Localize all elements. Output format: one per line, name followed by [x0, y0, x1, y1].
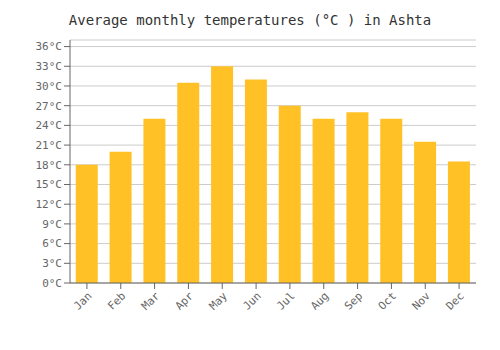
svg-text:Dec: Dec [443, 289, 466, 312]
svg-text:Apr: Apr [173, 289, 197, 313]
svg-text:18°C: 18°C [36, 159, 63, 172]
svg-text:21°C: 21°C [36, 139, 63, 152]
svg-text:30°C: 30°C [36, 80, 63, 93]
svg-text:15°C: 15°C [36, 178, 63, 191]
svg-text:36°C: 36°C [36, 40, 63, 53]
svg-text:0°C: 0°C [42, 277, 62, 290]
svg-text:Sep: Sep [342, 289, 365, 312]
svg-text:Jun: Jun [240, 289, 263, 312]
svg-text:Feb: Feb [105, 289, 128, 312]
svg-text:27°C: 27°C [36, 100, 63, 113]
svg-text:Nov: Nov [410, 289, 434, 313]
svg-text:12°C: 12°C [36, 198, 63, 211]
svg-text:33°C: 33°C [36, 60, 63, 73]
html-text:Average monthly temperatures (: Average monthly temperatures (°C ) in As… [68, 12, 432, 28]
svg-text:6°C: 6°C [42, 237, 62, 250]
svg-text:9°C: 9°C [42, 218, 62, 231]
svg-text:3°C: 3°C [42, 257, 62, 270]
svg-text:Jul: Jul [274, 289, 297, 312]
svg-text:24°C: 24°C [36, 119, 63, 132]
svg-text:Aug: Aug [308, 289, 331, 312]
svg-text:Jan: Jan [71, 289, 94, 312]
svg-text:May: May [207, 289, 231, 313]
svg-text:Mar: Mar [139, 289, 163, 313]
svg-text:Oct: Oct [376, 289, 399, 312]
